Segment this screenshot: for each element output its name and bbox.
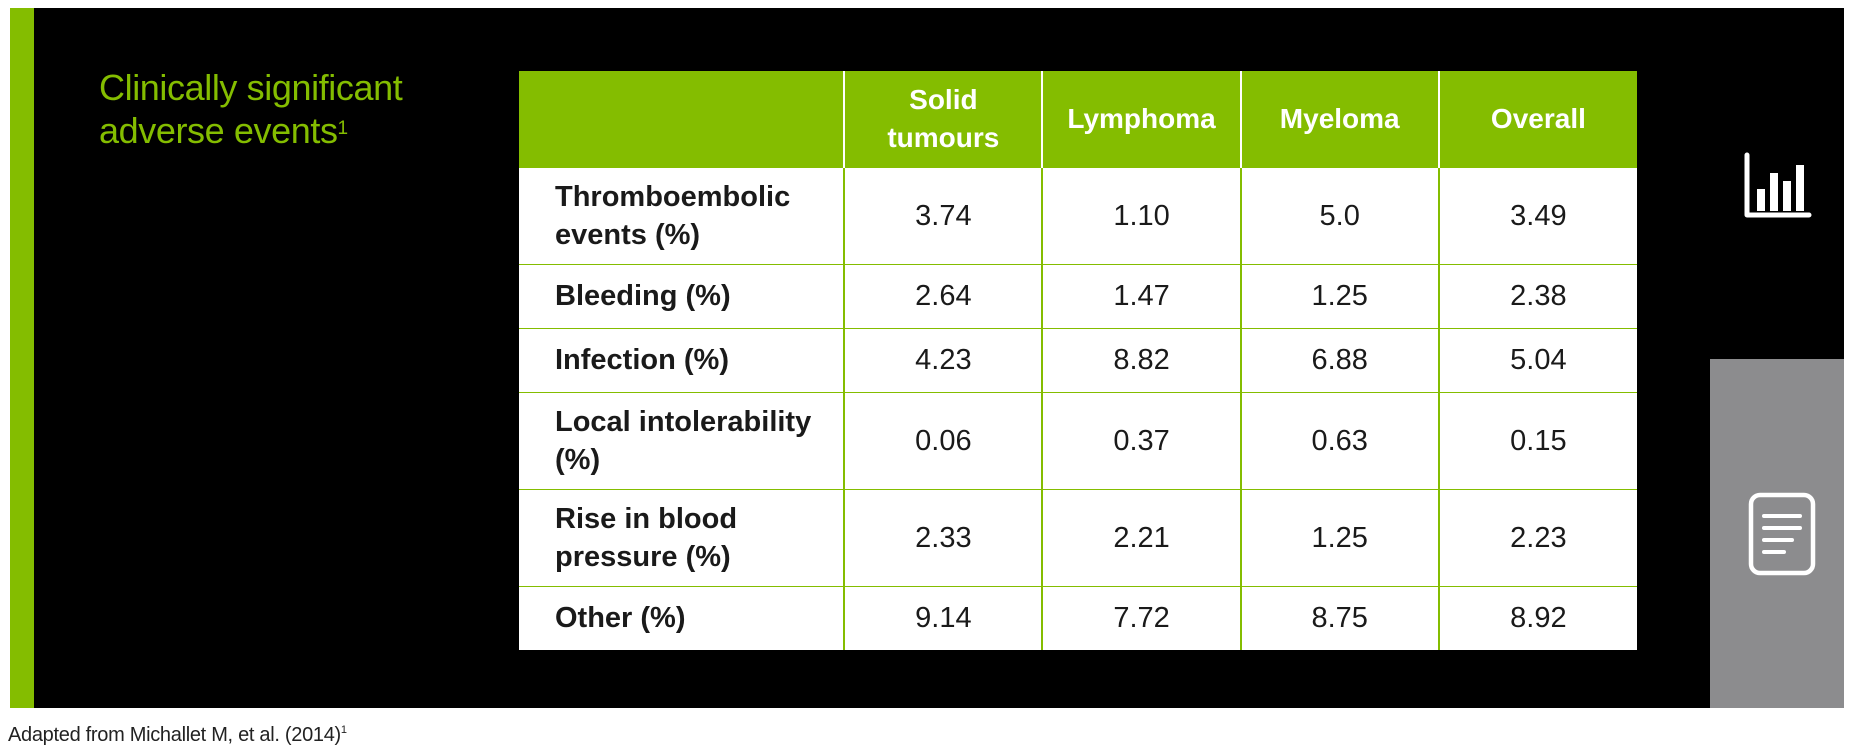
header-myeloma: Myeloma	[1239, 71, 1439, 167]
table-cell: 1.10	[1041, 166, 1241, 264]
table-cell: 9.14	[843, 585, 1043, 650]
header-lymphoma: Lymphoma	[1041, 71, 1241, 167]
table-cell: 7.72	[1041, 585, 1241, 650]
header-solid-tumours: Solid tumours	[843, 71, 1043, 167]
row-label: Local intolerability (%)	[519, 391, 845, 489]
slide: Clinically significant adverse events1 S…	[10, 8, 1844, 708]
table-cell: 0.06	[843, 391, 1043, 489]
table-cell: 0.15	[1437, 391, 1637, 489]
table-cell: 8.75	[1239, 585, 1439, 650]
table-row: Bleeding (%) 2.64 1.47 1.25 2.38	[519, 263, 1637, 328]
table-cell: 2.64	[843, 263, 1043, 328]
table-row: Other (%) 9.14 7.72 8.75 8.92	[519, 585, 1637, 650]
table-cell: 5.0	[1239, 166, 1439, 264]
table-cell: 2.23	[1437, 488, 1637, 586]
table-cell: 1.25	[1239, 488, 1439, 586]
row-label: Rise in blood pressure (%)	[519, 488, 845, 586]
footnote-reference: 1	[340, 724, 347, 736]
side-panel	[1710, 359, 1844, 708]
table-cell: 0.37	[1041, 391, 1241, 489]
table-cell: 6.88	[1239, 327, 1439, 392]
header-corner	[519, 71, 845, 167]
bar-chart-icon[interactable]	[1743, 151, 1813, 221]
table-cell: 2.21	[1041, 488, 1241, 586]
header-overall: Overall	[1437, 71, 1637, 167]
table-row: Rise in blood pressure (%) 2.33 2.21 1.2…	[519, 488, 1637, 586]
document-icon[interactable]	[1748, 492, 1818, 578]
row-label: Thromboembolic events (%)	[519, 166, 845, 264]
table-cell: 3.49	[1437, 166, 1637, 264]
table-cell: 4.23	[843, 327, 1043, 392]
row-label: Bleeding (%)	[519, 263, 845, 328]
table-row: Local intolerability (%) 0.06 0.37 0.63 …	[519, 391, 1637, 489]
accent-bar	[10, 8, 34, 708]
footnote-text: Adapted from Michallet M, et al. (2014)	[8, 724, 341, 746]
table-cell: 1.47	[1041, 263, 1241, 328]
adverse-events-table: Solid tumours Lymphoma Myeloma Overall T…	[519, 71, 1637, 650]
table-header-row: Solid tumours Lymphoma Myeloma Overall	[519, 71, 1637, 167]
title-reference: 1	[337, 118, 349, 139]
table-cell: 0.63	[1239, 391, 1439, 489]
row-label: Infection (%)	[519, 327, 845, 392]
table-cell: 5.04	[1437, 327, 1637, 392]
table-row: Infection (%) 4.23 8.82 6.88 5.04	[519, 327, 1637, 392]
table-cell: 3.74	[843, 166, 1043, 264]
table-cell: 8.92	[1437, 585, 1637, 650]
slide-title-text: Clinically significant adverse events	[99, 67, 403, 151]
table-cell: 8.82	[1041, 327, 1241, 392]
table-cell: 2.38	[1437, 263, 1637, 328]
row-label: Other (%)	[519, 585, 845, 650]
footnote: Adapted from Michallet M, et al. (2014)1	[8, 724, 347, 747]
table-row: Thromboembolic events (%) 3.74 1.10 5.0 …	[519, 166, 1637, 264]
slide-title: Clinically significant adverse events1	[99, 66, 499, 152]
table-cell: 2.33	[843, 488, 1043, 586]
table-cell: 1.25	[1239, 263, 1439, 328]
